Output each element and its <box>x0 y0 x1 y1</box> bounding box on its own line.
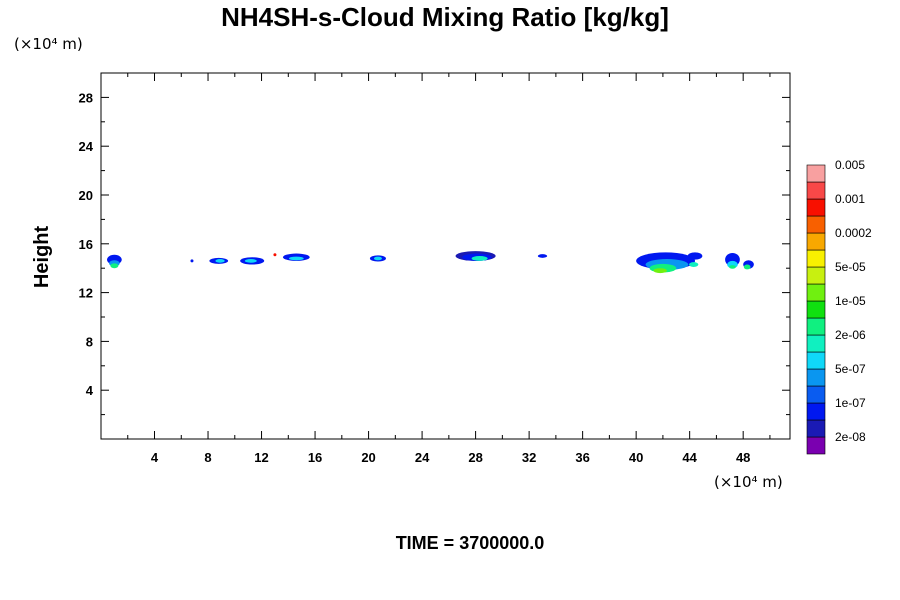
x-tick-label: 48 <box>736 450 750 465</box>
colorbar-label: 0.0002 <box>835 226 872 240</box>
cloud-patch <box>244 259 257 263</box>
y-tick-label: 20 <box>79 188 93 203</box>
cloud-patch <box>215 259 225 263</box>
cloud-patch <box>729 265 736 269</box>
cloud-patch <box>687 252 703 260</box>
colorbar: 2e-08 1e-07 5e-07 2e-06 1e-05 5e-05 0.0002 0.00… <box>806 158 872 455</box>
colorbar-label: 2e-08 <box>835 430 866 444</box>
cloud-patch <box>537 254 548 258</box>
colorbar-swatch <box>806 181 826 200</box>
cloud-patch <box>373 256 382 261</box>
time-label: TIME = 3700000.0 <box>396 533 545 553</box>
x-axis-unit: (×10⁴ m) <box>714 473 783 491</box>
y-axis-unit: (×10⁴ m) <box>14 35 83 53</box>
x-tick-label: 12 <box>254 450 268 465</box>
y-tick-label: 28 <box>79 90 93 105</box>
x-tick-label: 4 <box>151 450 159 465</box>
colorbar-label: 5e-05 <box>835 260 866 274</box>
cloud-field <box>107 251 754 274</box>
colorbar-swatch <box>806 266 826 285</box>
colorbar-swatch <box>806 198 826 217</box>
cloud-patch <box>743 264 751 270</box>
colorbar-label: 1e-07 <box>835 396 866 410</box>
y-tick-label: 16 <box>79 237 93 252</box>
cloud-patch <box>471 256 488 261</box>
y-tick-label: 12 <box>79 286 93 301</box>
y-axis-label: Height <box>31 226 53 289</box>
colorbar-swatch <box>806 215 826 234</box>
cloud-patch <box>190 259 194 263</box>
x-tick-label: 20 <box>361 450 375 465</box>
cloud-patch <box>273 253 277 257</box>
colorbar-swatch <box>806 368 826 387</box>
y-tick-label: 24 <box>79 139 94 154</box>
x-tick-label: 40 <box>629 450 643 465</box>
chart-title: NH4SH-s-Cloud Mixing Ratio [kg/kg] <box>221 2 669 32</box>
cloud-patch <box>288 256 304 261</box>
colorbar-swatch <box>806 164 826 183</box>
y-tick-label: 8 <box>86 334 93 349</box>
colorbar-swatch <box>806 334 826 353</box>
colorbar-label: 0.001 <box>835 192 865 206</box>
colorbar-swatch <box>806 249 826 268</box>
colorbar-swatch <box>806 283 826 302</box>
cloud-patch <box>688 262 699 267</box>
x-tick-label: 24 <box>415 450 430 465</box>
x-tick-label: 28 <box>468 450 482 465</box>
x-tick-label: 36 <box>575 450 589 465</box>
x-tick-label: 44 <box>682 450 697 465</box>
colorbar-swatch <box>806 436 826 455</box>
cloud-patch <box>110 263 119 269</box>
colorbar-swatch <box>806 300 826 319</box>
y-tick-label: 4 <box>86 383 94 398</box>
colorbar-swatch <box>806 351 826 370</box>
colorbar-label: 0.005 <box>835 158 865 172</box>
colorbar-label: 5e-07 <box>835 362 866 376</box>
x-tick-label: 8 <box>204 450 211 465</box>
colorbar-swatch <box>806 317 826 336</box>
colorbar-swatch <box>806 385 826 404</box>
cloud-patch <box>653 268 667 274</box>
colorbar-swatch <box>806 232 826 251</box>
colorbar-label: 2e-06 <box>835 328 866 342</box>
x-tick-label: 16 <box>308 450 322 465</box>
colorbar-swatch <box>806 402 826 421</box>
colorbar-swatch <box>806 419 826 438</box>
colorbar-label: 1e-05 <box>835 294 866 308</box>
x-tick-label: 32 <box>522 450 536 465</box>
